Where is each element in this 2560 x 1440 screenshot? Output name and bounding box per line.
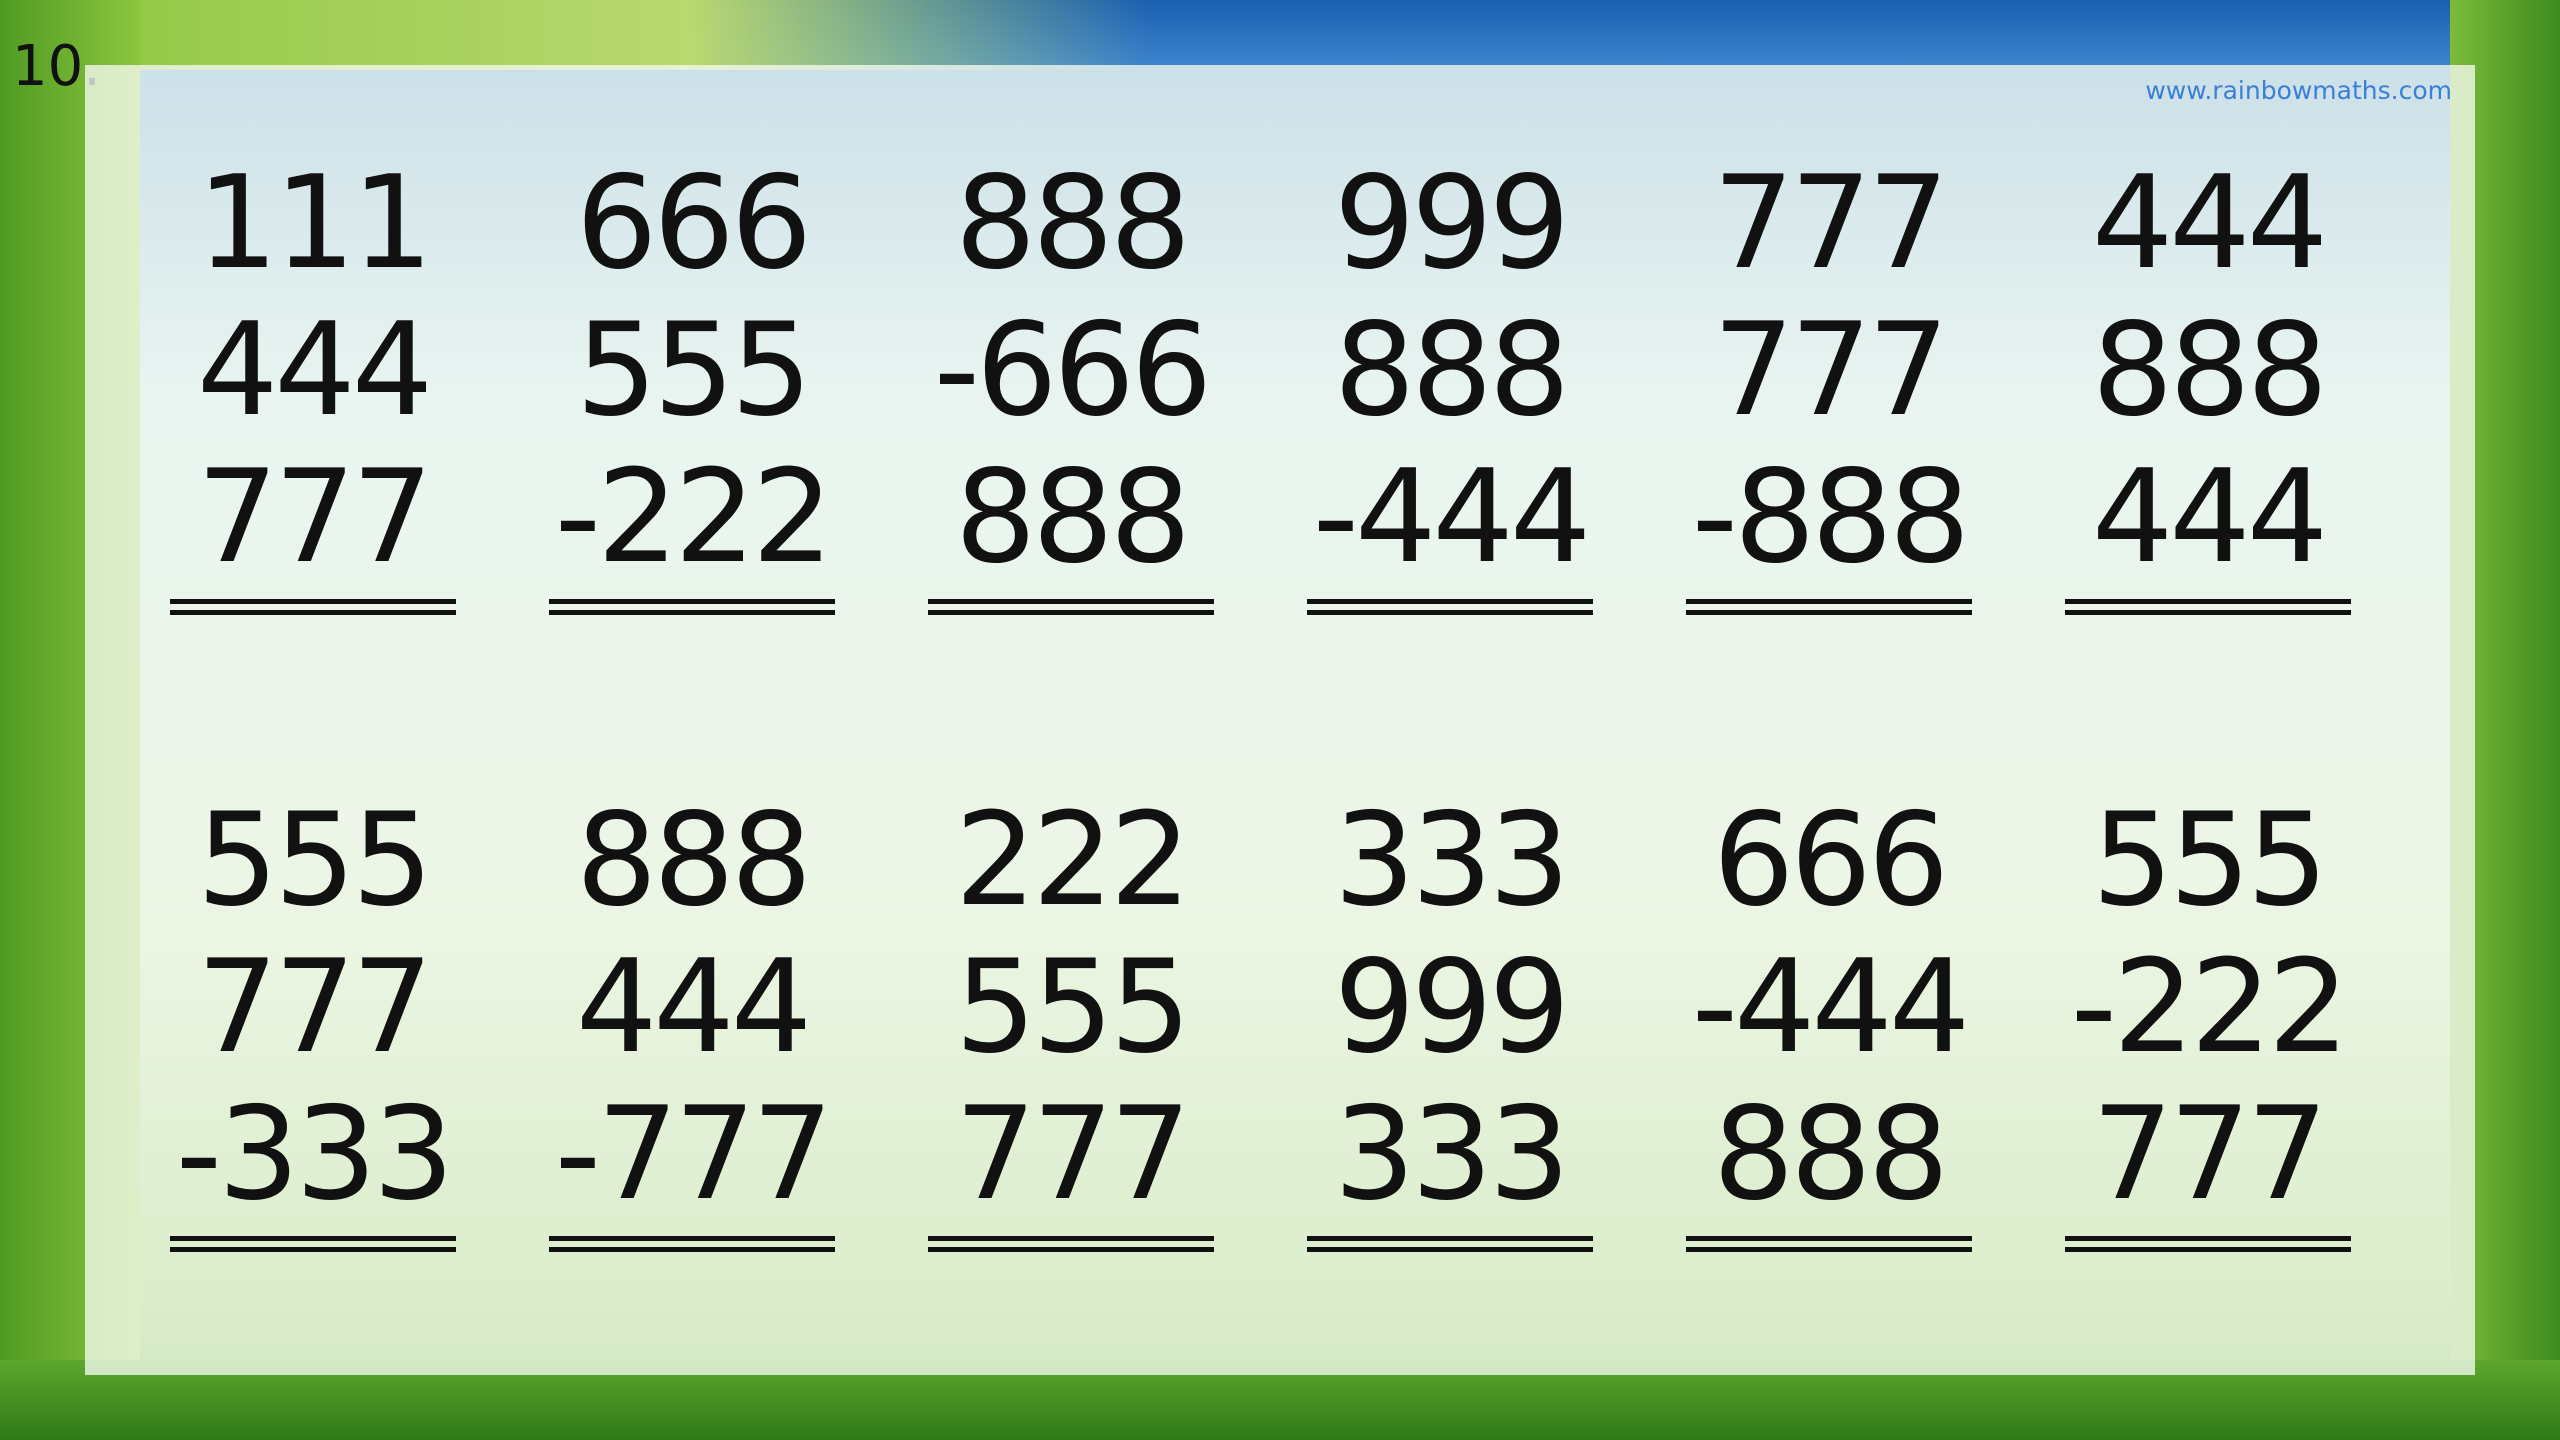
answer-double-line [2065, 1236, 2351, 1252]
answer-double-line [928, 1236, 1214, 1252]
answer-double-line [170, 1236, 456, 1252]
problem-number: 444 [2091, 149, 2328, 298]
problem-number: 888 [575, 786, 812, 935]
answer-double-line [1307, 599, 1593, 615]
problem-number: -444 [1312, 443, 1592, 592]
problem-number: 444 [2091, 443, 2328, 592]
problem-number: 777 [1712, 296, 1949, 445]
addition-problem: 666 -444 888 [1679, 787, 1979, 1252]
problem-number: 888 [1333, 296, 1570, 445]
problem-number: 555 [196, 786, 433, 935]
problem-number: 666 [1712, 786, 1949, 935]
problem-number: 777 [1712, 149, 1949, 298]
problem-number: 333 [1333, 786, 1570, 935]
addition-problem: 111 444 777 [163, 150, 463, 615]
tree-canopy [0, 0, 1150, 70]
problem-number: 888 [2091, 296, 2328, 445]
answer-double-line [549, 599, 835, 615]
problem-number: 555 [2091, 786, 2328, 935]
addition-problem: 444 888 444 [2058, 150, 2358, 615]
problem-number: 999 [1333, 149, 1570, 298]
addition-problem: 777 777 -888 [1679, 150, 1979, 615]
addition-problem: 666 555 -222 [542, 150, 842, 615]
answer-double-line [2065, 599, 2351, 615]
addition-problem: 222 555 777 [921, 787, 1221, 1252]
problem-number: -333 [175, 1080, 455, 1229]
problem-number: -222 [554, 443, 834, 592]
website-url: www.rainbowmaths.com [2145, 76, 2452, 105]
problem-number: -444 [1691, 933, 1971, 1082]
addition-problem: 888 444 -777 [542, 787, 842, 1252]
problem-number: 777 [2091, 1080, 2328, 1229]
problem-number: 777 [954, 1080, 1191, 1229]
problem-number: 222 [954, 786, 1191, 935]
problem-number: 444 [575, 933, 812, 1082]
addition-problem: 999 888 -444 [1300, 150, 1600, 615]
answer-double-line [1686, 1236, 1972, 1252]
problem-number: -666 [933, 296, 1213, 445]
problem-number: 444 [196, 296, 433, 445]
answer-double-line [928, 599, 1214, 615]
problem-number: 666 [575, 149, 812, 298]
addition-problem: 888 -666 888 [921, 150, 1221, 615]
worksheet-panel [85, 65, 2475, 1375]
problem-number: 888 [1712, 1080, 1949, 1229]
problem-number: 555 [575, 296, 812, 445]
problem-number: 777 [196, 933, 433, 1082]
addition-problem: 555 777 -333 [163, 787, 463, 1252]
problem-number: 333 [1333, 1080, 1570, 1229]
problem-number: 777 [196, 443, 433, 592]
problem-number: 888 [954, 149, 1191, 298]
problem-number: 888 [954, 443, 1191, 592]
answer-double-line [1307, 1236, 1593, 1252]
problem-number: -222 [2070, 933, 2350, 1082]
problem-number: -777 [554, 1080, 834, 1229]
answer-double-line [1686, 599, 1972, 615]
problem-number: -888 [1691, 443, 1971, 592]
problem-number: 111 [196, 149, 433, 298]
problem-number: 999 [1333, 933, 1570, 1082]
problem-number: 555 [954, 933, 1191, 1082]
answer-double-line [549, 1236, 835, 1252]
addition-problem: 333 999 333 [1300, 787, 1600, 1252]
addition-problem: 555 -222 777 [2058, 787, 2358, 1252]
answer-double-line [170, 599, 456, 615]
